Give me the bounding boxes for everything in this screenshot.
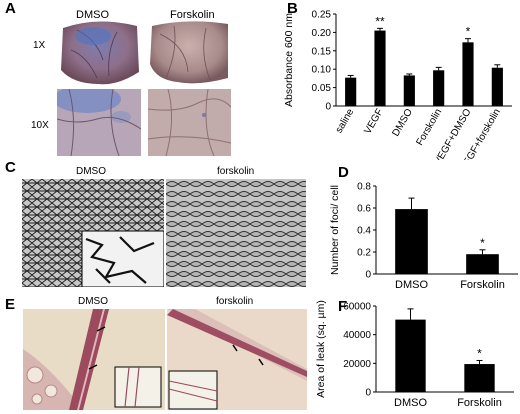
panel-c-dmso-image bbox=[22, 179, 164, 287]
y-tick-label: 0.2 bbox=[357, 248, 371, 259]
x-tick-label: VEGF bbox=[362, 107, 385, 136]
panel-a-dmso-1x-image bbox=[57, 20, 141, 86]
significance-marker: ** bbox=[375, 14, 385, 28]
y-tick-label: 60000 bbox=[343, 302, 371, 313]
panel-a-1x-label: 1X bbox=[33, 40, 46, 51]
significance-marker: * bbox=[480, 236, 485, 250]
bar bbox=[374, 30, 386, 107]
panel-e-letter: E bbox=[5, 296, 16, 313]
panel-a-forskolin-10x-image bbox=[148, 89, 231, 156]
y-axis-label: Absorbance 600 nm bbox=[283, 13, 295, 107]
panel-d-letter: D bbox=[338, 164, 349, 181]
y-tick-label: 0.20 bbox=[312, 28, 332, 39]
x-tick-label: saline bbox=[334, 107, 357, 136]
x-tick-label: Forskolin bbox=[460, 279, 505, 291]
significance-marker: * bbox=[477, 346, 482, 360]
y-tick-label: 0.15 bbox=[312, 46, 332, 57]
x-tick-label: Forskolin bbox=[414, 107, 444, 148]
bar bbox=[345, 77, 357, 106]
bar bbox=[466, 254, 499, 274]
panel-e-forskolin-label: forskolin bbox=[216, 296, 254, 307]
panel-e-dmso-label: DMSO bbox=[78, 296, 108, 307]
y-axis-label: Number of foci/ cell bbox=[329, 185, 341, 275]
panel-c-forskolin-image bbox=[166, 179, 306, 287]
y-axis-label: Area of leak (sq. µm) bbox=[315, 300, 327, 398]
x-tick-label: DMSO bbox=[394, 397, 427, 409]
chart-d: 0 0.2 0.4 0.6 0.8 Number of foci/ cell DMSO * Fo… bbox=[329, 182, 518, 291]
y-tick-label: 0.4 bbox=[357, 226, 371, 237]
x-tick-label: DMSO bbox=[390, 107, 415, 139]
panel-a-dmso-label: DMSO bbox=[76, 9, 109, 21]
y-tick-label: 0 bbox=[365, 388, 371, 399]
y-tick-label: 0.25 bbox=[312, 10, 332, 21]
bar bbox=[491, 67, 503, 106]
bar bbox=[395, 209, 428, 274]
panel-a-forskolin-1x-image bbox=[148, 20, 231, 86]
panel-e-dmso-image bbox=[23, 309, 165, 410]
y-tick-label: 40000 bbox=[343, 330, 371, 341]
bar bbox=[403, 75, 415, 106]
panel-c-letter: C bbox=[5, 159, 16, 176]
panel-f-letter: F bbox=[338, 298, 348, 315]
bar bbox=[433, 70, 445, 106]
y-tick-label: 20000 bbox=[343, 359, 371, 370]
y-tick-label: 0 bbox=[325, 102, 331, 113]
y-tick-label: 0.8 bbox=[357, 182, 371, 193]
significance-marker: * bbox=[466, 25, 471, 39]
panel-a-10x-label: 10X bbox=[31, 120, 49, 131]
panel-c-dmso-label: DMSO bbox=[76, 166, 106, 177]
chart-b: 0 0.05 0.10 0.15 0.20 0.25 Absorbance 600 nm sa… bbox=[283, 10, 512, 160]
panel-b-letter: B bbox=[287, 0, 298, 17]
panel-a-forskolin-label: Forskolin bbox=[170, 9, 215, 21]
x-tick-label: DMSO bbox=[395, 279, 428, 291]
bar bbox=[395, 319, 426, 392]
bar bbox=[464, 364, 495, 392]
y-tick-label: 0 bbox=[365, 270, 371, 281]
bar bbox=[462, 42, 474, 106]
panel-a-letter: A bbox=[5, 0, 16, 17]
chart-f: 0 20000 40000 60000 Area of leak (sq. µm) DMS… bbox=[315, 300, 514, 409]
y-tick-label: 0.05 bbox=[312, 83, 332, 94]
y-tick-label: 0.10 bbox=[312, 65, 332, 76]
panel-e-forskolin-image bbox=[167, 309, 307, 410]
x-tick-label: Forskolin bbox=[457, 397, 502, 409]
panel-a-dmso-10x-image bbox=[57, 89, 141, 156]
y-tick-label: 0.6 bbox=[357, 204, 371, 215]
panel-c-forskolin-label: forskolin bbox=[217, 166, 255, 177]
